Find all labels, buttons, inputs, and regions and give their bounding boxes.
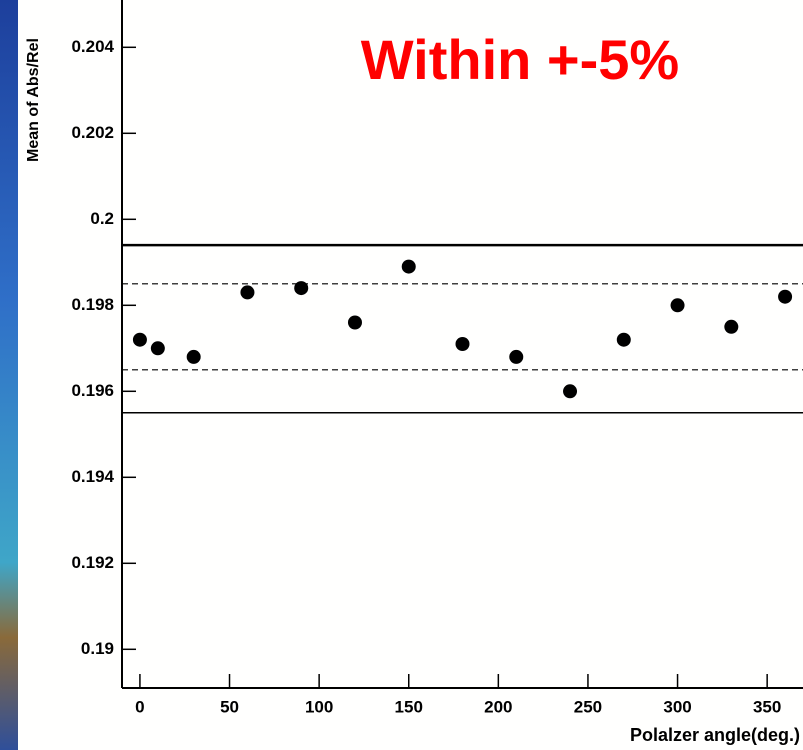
- x-tick-label: 0: [135, 697, 144, 716]
- x-tick-label: 50: [220, 697, 239, 716]
- data-point: [240, 285, 255, 300]
- data-point: [724, 319, 739, 334]
- data-point: [132, 332, 147, 347]
- plot-background: [18, 0, 803, 750]
- x-tick-label: 200: [484, 697, 512, 716]
- data-point: [294, 281, 309, 296]
- x-tick-label: 250: [574, 697, 602, 716]
- x-tick-label: 150: [395, 697, 423, 716]
- y-tick-label: 0.194: [71, 467, 114, 486]
- y-axis-label: Mean of Abs/Rel: [25, 38, 42, 162]
- data-point: [616, 332, 631, 347]
- x-tick-label: 300: [663, 697, 691, 716]
- annotation: Within +-5%: [361, 28, 679, 91]
- x-tick-label: 100: [305, 697, 333, 716]
- y-tick-label: 0.204: [71, 37, 114, 56]
- data-point: [509, 349, 524, 364]
- data-point: [347, 315, 362, 330]
- data-point: [186, 349, 201, 364]
- data-point: [778, 289, 793, 304]
- data-point: [670, 298, 685, 313]
- data-point: [150, 341, 165, 356]
- y-tick-label: 0.202: [71, 123, 114, 142]
- data-point: [455, 337, 470, 351]
- y-tick-label: 0.196: [71, 381, 114, 400]
- y-tick-label: 0.2: [90, 209, 114, 228]
- x-axis-label: Polalzer angle(deg.): [630, 725, 800, 745]
- data-point: [563, 384, 578, 399]
- x-tick-label: 350: [753, 697, 781, 716]
- y-tick-label: 0.19: [81, 639, 114, 658]
- y-tick-label: 0.198: [71, 295, 114, 314]
- data-point: [401, 259, 416, 274]
- y-tick-label: 0.192: [71, 553, 114, 572]
